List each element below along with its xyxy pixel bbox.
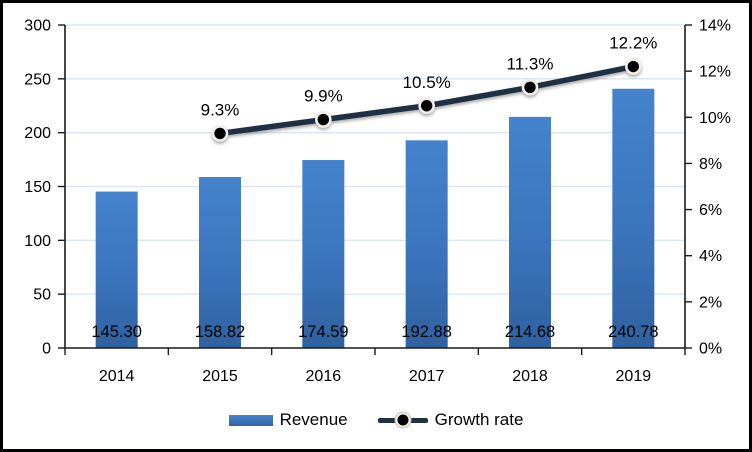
- bar-label-2019: 240.78: [608, 323, 658, 341]
- bar-2017: [405, 140, 448, 348]
- category-label-2014: 2014: [99, 368, 135, 385]
- left-axis-label-100: 100: [24, 233, 51, 250]
- growth-label-2016: 9.9%: [304, 87, 343, 106]
- revenue-bars: [95, 88, 655, 349]
- combo-chart: 145.30 158.82 174.59 192.88 214.68 240.78 0 50 1…: [24, 18, 731, 386]
- bar-2016: [302, 160, 345, 348]
- category-label-2015: 2015: [202, 368, 238, 385]
- category-label-2019: 2019: [616, 368, 652, 385]
- growth-rate-line-series: [211, 58, 642, 142]
- revenue-bar-labels: 145.30 158.82 174.59 192.88 214.68 240.78: [91, 323, 658, 341]
- left-axis-label-250: 250: [24, 71, 51, 88]
- marker-2015: [211, 125, 229, 142]
- category-label-2017: 2017: [409, 368, 445, 385]
- axis-tick-labels: 0 50 100 150 200 250 300 0% 2% 4% 6% 8% 10% 12% 14% 201…: [24, 18, 731, 386]
- legend-item-revenue: Revenue: [228, 410, 348, 430]
- growth-rate-labels: 9.3% 9.9% 10.5% 11.3% 12.2%: [201, 34, 658, 120]
- growth-label-2015: 9.3%: [201, 100, 240, 119]
- bar-2019: [612, 88, 655, 349]
- bar-label-2017: 192.88: [401, 323, 451, 341]
- marker-2016: [315, 111, 332, 128]
- growth-label-2017: 10.5%: [403, 73, 451, 92]
- category-label-2018: 2018: [512, 368, 548, 385]
- revenue-bar-swatch-icon: [228, 414, 273, 426]
- growth-label-2018: 11.3%: [507, 54, 554, 73]
- growth-rate-line-swatch-icon: [377, 412, 428, 428]
- left-axis-label-200: 200: [24, 125, 51, 142]
- right-axis-label-6%: 6%: [699, 202, 722, 219]
- right-axis-label-0%: 0%: [699, 341, 722, 358]
- right-axis-label-10%: 10%: [699, 110, 731, 127]
- left-axis-label-300: 300: [24, 18, 51, 35]
- left-axis-label-150: 150: [24, 179, 51, 196]
- bar-label-2015: 158.82: [195, 323, 245, 341]
- left-axis-label-50: 50: [33, 287, 51, 304]
- marker-2019: [625, 58, 642, 75]
- gridlines: [65, 24, 685, 295]
- right-axis-label-2%: 2%: [699, 294, 722, 311]
- legend-label-growth-rate: Growth rate: [434, 410, 524, 429]
- legend: Revenue Growth rate: [3, 406, 749, 434]
- legend-label-revenue: Revenue: [279, 410, 348, 429]
- right-axis-label-4%: 4%: [699, 248, 722, 265]
- bar-2014: [95, 191, 138, 348]
- bar-2018: [509, 116, 551, 348]
- bar-2015: [199, 177, 241, 348]
- legend-item-growth-rate: Growth rate: [377, 410, 524, 430]
- category-label-2016: 2016: [306, 368, 342, 385]
- axes: [58, 24, 692, 355]
- left-axis-label-0: 0: [42, 341, 51, 358]
- bar-label-2014: 145.30: [91, 323, 141, 341]
- growth-label-2019: 12.2%: [609, 34, 657, 53]
- right-axis-label-12%: 12%: [699, 64, 731, 81]
- bar-label-2018: 214.68: [505, 323, 555, 341]
- bar-label-2016: 174.59: [298, 323, 348, 341]
- marker-2017: [418, 97, 435, 115]
- right-axis-label-14%: 14%: [699, 18, 731, 35]
- right-axis-label-8%: 8%: [699, 156, 722, 173]
- marker-2018: [521, 78, 539, 96]
- marker-dot-icon: [395, 412, 411, 428]
